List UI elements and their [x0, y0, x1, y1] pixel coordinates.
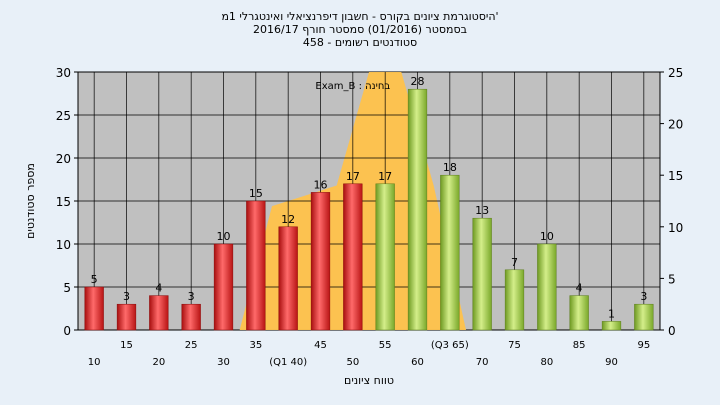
x-tick-label: 35	[249, 340, 262, 351]
exam-annotation: בחינה : Exam_B	[315, 81, 390, 92]
x-tick-label: 10	[88, 357, 101, 368]
chart-title-line3: סטודנטים רשומים - 458	[302, 36, 418, 49]
bar	[213, 243, 234, 331]
x-tick-label: 95	[637, 340, 650, 351]
bar	[149, 295, 169, 331]
bar-value-label: 1	[608, 307, 615, 320]
bar-value-label: 5	[91, 273, 98, 286]
bar-value-label: 17	[346, 170, 360, 183]
y-tick-label-left: 25	[56, 109, 71, 123]
y-tick-label-left: 0	[63, 324, 71, 338]
x-tick-label: 50	[346, 357, 359, 368]
x-tick-label: 45	[314, 340, 327, 351]
bar-value-label: 4	[576, 282, 583, 295]
bar	[246, 200, 266, 331]
bar	[472, 217, 492, 331]
bar-value-label: 3	[640, 290, 647, 303]
x-tick-label: 70	[476, 357, 489, 368]
y-tick-label-left: 10	[56, 238, 71, 252]
y-tick-label-right: 15	[668, 169, 683, 183]
bar	[601, 321, 622, 331]
x-tick-label: 85	[573, 340, 586, 351]
bar-value-label: 3	[188, 290, 195, 303]
x-tick-label: 20	[152, 357, 165, 368]
x-tick-label: (Q1 40)	[269, 357, 307, 368]
y-tick-label-left: 5	[63, 281, 71, 295]
bar	[634, 303, 654, 331]
chart-title-line1: היסטוגרמת ציונים בקורס - חשבון דיפרנציאל…	[221, 10, 499, 23]
x-tick-label: 90	[605, 357, 618, 368]
x-axis-label: טווח ציונים	[344, 374, 394, 387]
bar	[310, 192, 331, 331]
x-tick-label: 75	[508, 340, 521, 351]
bar	[84, 286, 104, 331]
bar	[375, 183, 395, 331]
bar	[116, 303, 137, 331]
bar-value-label: 18	[443, 161, 457, 174]
y-tick-label-right: 5	[668, 272, 676, 286]
y-tick-label-right: 20	[668, 118, 683, 132]
bar-value-label: 28	[411, 75, 425, 88]
x-tick-label: 55	[379, 340, 392, 351]
y-axis-label: מספר סטודנטים	[24, 163, 37, 239]
y-tick-label-left: 15	[56, 195, 71, 209]
y-tick-label-right: 25	[668, 66, 683, 80]
bar-value-label: 7	[511, 256, 518, 269]
bar	[569, 295, 589, 331]
x-tick-label: 25	[185, 340, 198, 351]
bar-value-label: 10	[217, 230, 231, 243]
x-tick-label: (Q3 65)	[431, 340, 469, 351]
y-tick-label-left: 30	[56, 66, 71, 80]
bar-value-label: 13	[475, 204, 489, 217]
bar-value-label: 15	[249, 187, 263, 200]
chart-title-line2: בסמסטר (01/2016) סמסטר חורף 2016/17	[253, 23, 467, 36]
x-tick-label: 30	[217, 357, 230, 368]
y-tick-label-left: 20	[56, 152, 71, 166]
bar	[504, 269, 525, 331]
bar	[278, 226, 298, 331]
bar	[440, 174, 460, 331]
bar-value-label: 12	[281, 213, 295, 226]
y-tick-label-right: 0	[668, 324, 676, 338]
x-tick-label: 15	[120, 340, 133, 351]
bar-value-label: 17	[378, 170, 392, 183]
bar	[343, 183, 363, 331]
x-tick-label: 60	[411, 357, 424, 368]
bar-value-label: 3	[123, 290, 130, 303]
bar	[181, 303, 201, 331]
bar	[407, 88, 428, 331]
bar	[537, 243, 557, 331]
bar-value-label: 16	[314, 178, 328, 191]
y-tick-label-right: 10	[668, 221, 683, 235]
x-tick-label: 80	[540, 357, 553, 368]
bar-value-label: 10	[540, 230, 554, 243]
bar-value-label: 4	[155, 282, 162, 295]
